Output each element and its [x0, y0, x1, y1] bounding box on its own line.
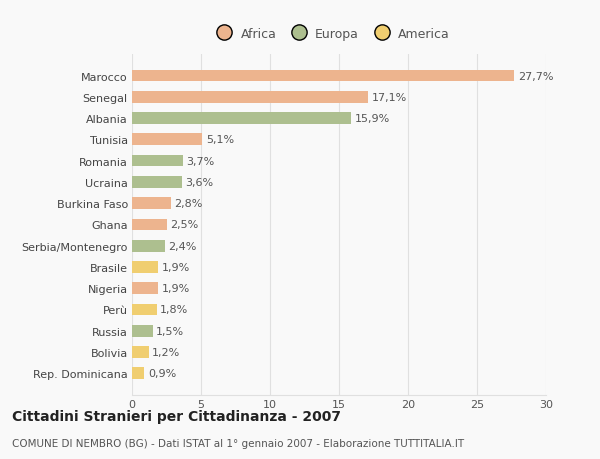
Text: Cittadini Stranieri per Cittadinanza - 2007: Cittadini Stranieri per Cittadinanza - 2…	[12, 409, 341, 423]
Bar	[132, 304, 157, 316]
Bar	[132, 283, 158, 294]
Bar	[132, 177, 182, 188]
Text: 3,6%: 3,6%	[185, 178, 213, 187]
Text: 1,9%: 1,9%	[161, 263, 190, 272]
Bar	[132, 134, 202, 146]
Text: 2,4%: 2,4%	[169, 241, 197, 251]
Bar	[132, 241, 165, 252]
Bar	[132, 219, 167, 231]
Text: 5,1%: 5,1%	[206, 135, 234, 145]
Text: 3,7%: 3,7%	[187, 156, 215, 166]
Legend: Africa, Europa, America: Africa, Europa, America	[208, 24, 454, 45]
Text: 15,9%: 15,9%	[355, 114, 390, 124]
Text: 1,5%: 1,5%	[156, 326, 184, 336]
Text: 1,9%: 1,9%	[161, 284, 190, 294]
Bar	[132, 113, 352, 125]
Bar	[132, 71, 514, 82]
Text: 0,9%: 0,9%	[148, 369, 176, 379]
Bar	[132, 92, 368, 103]
Text: 27,7%: 27,7%	[518, 71, 553, 81]
Text: 2,8%: 2,8%	[174, 199, 202, 209]
Bar	[132, 262, 158, 273]
Bar	[132, 368, 145, 379]
Bar	[132, 156, 183, 167]
Bar	[132, 198, 170, 209]
Bar	[132, 347, 149, 358]
Text: 17,1%: 17,1%	[371, 93, 407, 102]
Text: 1,2%: 1,2%	[152, 347, 180, 357]
Text: COMUNE DI NEMBRO (BG) - Dati ISTAT al 1° gennaio 2007 - Elaborazione TUTTITALIA.: COMUNE DI NEMBRO (BG) - Dati ISTAT al 1°…	[12, 438, 464, 448]
Bar	[132, 325, 152, 337]
Text: 1,8%: 1,8%	[160, 305, 188, 315]
Text: 2,5%: 2,5%	[170, 220, 198, 230]
